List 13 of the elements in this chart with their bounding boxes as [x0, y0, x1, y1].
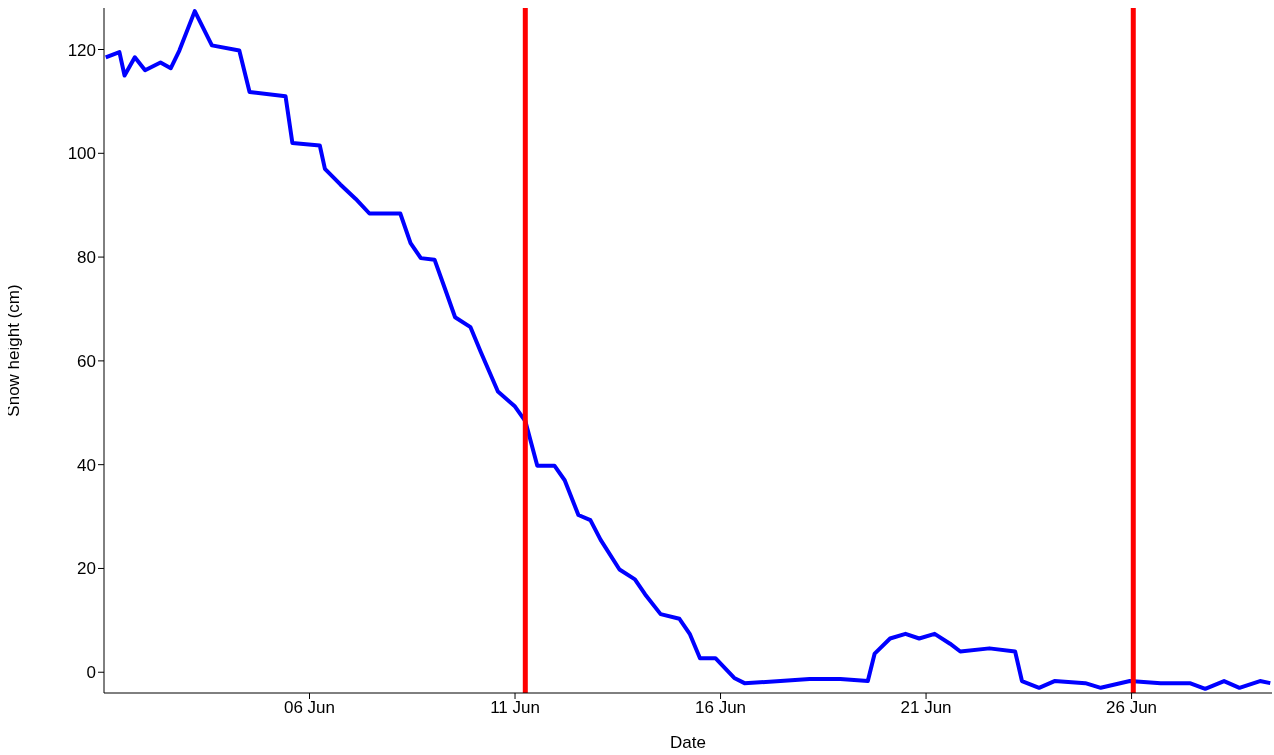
x-tick-label: 11 Jun: [490, 698, 540, 718]
y-tick-label: 80: [77, 248, 96, 268]
x-axis-title: Date: [670, 733, 706, 752]
y-tick-label: 100: [67, 144, 96, 164]
y-tick-label: 20: [77, 559, 96, 579]
x-tick-label: 16 Jun: [695, 698, 747, 718]
x-tick-label: 21 Jun: [900, 698, 952, 718]
x-tick-label: 26 Jun: [1106, 698, 1158, 718]
y-tick-label: 40: [77, 455, 96, 475]
x-tick-label: 06 Jun: [283, 698, 336, 718]
y-tick-label: 120: [67, 40, 96, 60]
y-tick-label: 60: [77, 351, 96, 371]
y-tick-label: 0: [86, 663, 96, 683]
